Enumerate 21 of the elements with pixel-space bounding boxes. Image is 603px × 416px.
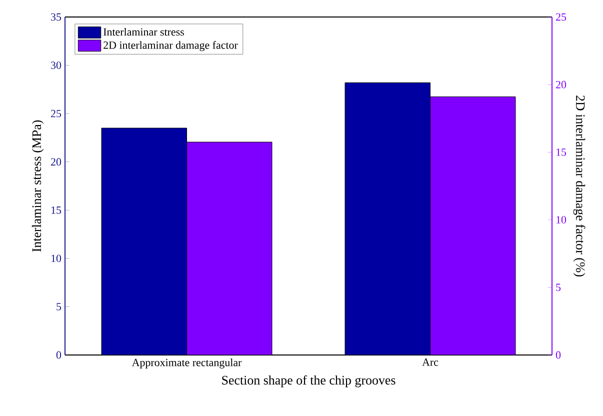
- y2-tick-label: 15: [556, 148, 566, 156]
- legend-label: 2D interlaminar damage factor: [104, 41, 238, 52]
- y2-tick-label: 25: [556, 13, 566, 21]
- x-axis-title: Section shape of the chip grooves: [222, 375, 396, 388]
- y-tick-label: 25: [51, 110, 62, 118]
- x-tick-label: Arc: [422, 358, 438, 366]
- y-tick-label: 35: [51, 13, 62, 21]
- y-tick-label: 0: [56, 351, 62, 359]
- legend-label: Interlaminar stress: [103, 28, 184, 36]
- y-axis-title: Interlaminar stress (MPa): [32, 120, 44, 252]
- y2-tick-label: 20: [556, 80, 566, 88]
- y2-tick-label: 0: [556, 351, 561, 359]
- y2-tick-label: 10: [556, 216, 566, 224]
- y-tick-label: 20: [51, 158, 62, 166]
- y-tick-label: 5: [56, 303, 62, 310]
- y-tick-label: 10: [51, 254, 62, 262]
- x-tick-label: Approximate rectangular: [132, 358, 242, 368]
- y-tick-label: 30: [51, 62, 62, 69]
- y2-axis-title: 2D interlaminar damage factor (%): [573, 96, 586, 276]
- y-tick-label: 15: [51, 206, 62, 214]
- y2-tick-label: 5: [556, 284, 561, 292]
